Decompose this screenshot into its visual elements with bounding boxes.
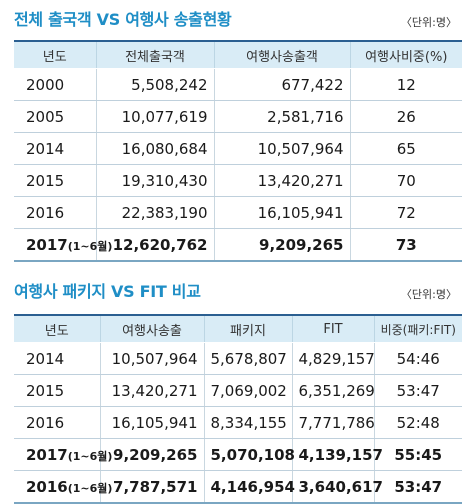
agency-cell: 7,787,571	[99, 470, 204, 504]
fit-cell: 6,351,269	[291, 374, 375, 407]
share-cell: 70	[349, 164, 462, 197]
year-cell: 2014	[14, 342, 100, 375]
ratio-cell: 52:48	[373, 406, 462, 439]
year-cell: 2016	[14, 196, 96, 229]
year-cell: 2017(1~6월)	[14, 228, 112, 262]
ratio-cell: 53:47	[373, 470, 462, 504]
table-row: 2000 5,508,242 677,422 12	[14, 68, 462, 101]
total-cell: 12,620,762	[95, 228, 214, 262]
table-row: 2014 16,080,684 10,507,964 65	[14, 132, 462, 165]
table-row: 2015 19,310,430 13,420,271 70	[14, 164, 462, 197]
year-value: 2015	[26, 171, 65, 190]
year-value: 2016	[26, 203, 65, 222]
package-fit-table: 년도 여행사송출 패키지 FIT 비중(패키:FIT) 2014 10,507,…	[14, 314, 462, 504]
agency-cell: 9,209,265	[213, 228, 350, 262]
share-cell: 65	[349, 132, 462, 165]
year-suffix: (1~6월)	[67, 481, 113, 495]
share-cell: 72	[349, 196, 462, 229]
year-value: 2005	[26, 107, 65, 126]
col-header-fit: FIT	[291, 314, 375, 343]
package-cell: 7,069,002	[203, 374, 292, 407]
agency-cell: 10,507,964	[99, 342, 204, 375]
share-cell: 12	[349, 68, 462, 101]
table-row: 2017(1~6월) 12,620,762 9,209,265 73	[14, 228, 462, 262]
table-row: 2005 10,077,619 2,581,716 26	[14, 100, 462, 133]
total-cell: 16,080,684	[95, 132, 214, 165]
total-cell: 10,077,619	[95, 100, 214, 133]
table1-unit: 〈단위:명〉	[400, 16, 457, 29]
year-cell: 2000	[14, 68, 96, 101]
ratio-cell: 55:45	[373, 438, 462, 471]
col-header-agency-share: 여행사비중(%)	[349, 40, 462, 69]
year-value: 2017	[26, 235, 68, 254]
agency-cell: 16,105,941	[99, 406, 204, 439]
col-header-year: 년도	[14, 40, 97, 69]
agency-cell: 677,422	[213, 68, 350, 101]
agency-cell: 2,581,716	[213, 100, 350, 133]
package-cell: 8,334,155	[203, 406, 292, 439]
total-cell: 5,508,242	[95, 68, 214, 101]
agency-cell: 13,420,271	[99, 374, 204, 407]
col-header-year: 년도	[14, 314, 101, 343]
col-header-agency-outbound: 여행사송출객	[213, 40, 351, 69]
table2-unit: 〈단위:명〉	[400, 288, 457, 301]
year-cell: 2014	[14, 132, 96, 165]
fit-cell: 7,771,786	[291, 406, 375, 439]
fit-cell: 3,640,617	[291, 470, 383, 504]
share-cell: 73	[349, 228, 462, 262]
year-cell: 2015	[14, 164, 96, 197]
year-value: 2016	[26, 477, 68, 496]
year-suffix: (1~6월)	[67, 239, 113, 253]
table-row: 2016(1~6월) 7,787,571 4,146,954 3,640,617…	[14, 470, 462, 504]
table-row: 2016 16,105,941 8,334,155 7,771,786 52:4…	[14, 406, 462, 439]
share-cell: 26	[349, 100, 462, 133]
agency-cell: 9,209,265	[99, 438, 204, 471]
fit-cell: 4,139,157	[291, 438, 383, 471]
table-row: 2016 22,383,190 16,105,941 72	[14, 196, 462, 229]
table1-header-row: 년도 전체출국객 여행사송출객 여행사비중(%)	[14, 40, 462, 69]
table-row: 2015 13,420,271 7,069,002 6,351,269 53:4…	[14, 374, 462, 407]
year-value: 2016	[26, 413, 65, 432]
fit-cell: 4,829,157	[291, 342, 375, 375]
ratio-cell: 53:47	[373, 374, 462, 407]
total-cell: 22,383,190	[95, 196, 214, 229]
total-cell: 19,310,430	[95, 164, 214, 197]
col-header-total-outbound: 전체출국객	[95, 40, 215, 69]
outbound-table: 년도 전체출국객 여행사송출객 여행사비중(%) 2000 5,508,242 …	[14, 40, 462, 262]
col-header-package: 패키지	[203, 314, 293, 343]
year-cell: 2015	[14, 374, 100, 407]
table2-title: 여행사 패키지 VS FIT 비교	[14, 282, 201, 301]
year-value: 2015	[26, 381, 65, 400]
year-value: 2014	[26, 349, 65, 368]
year-cell: 2016(1~6월)	[14, 470, 112, 504]
col-header-ratio: 비중(패키:FIT)	[373, 314, 462, 343]
year-cell: 2017(1~6월)	[14, 438, 112, 471]
year-value: 2017	[26, 445, 68, 464]
col-header-agency: 여행사송출	[99, 314, 205, 343]
table1-title: 전체 출국객 VS 여행사 송출현황	[14, 10, 232, 29]
package-cell: 5,678,807	[203, 342, 292, 375]
agency-cell: 13,420,271	[213, 164, 350, 197]
year-cell: 2016	[14, 406, 100, 439]
table2-header-row: 년도 여행사송출 패키지 FIT 비중(패키:FIT)	[14, 314, 462, 343]
package-cell: 4,146,954	[203, 470, 295, 504]
year-value: 2014	[26, 139, 65, 158]
table-row: 2014 10,507,964 5,678,807 4,829,157 54:4…	[14, 342, 462, 375]
ratio-cell: 54:46	[373, 342, 462, 375]
year-cell: 2005	[14, 100, 96, 133]
package-cell: 5,070,108	[203, 438, 295, 471]
agency-cell: 16,105,941	[213, 196, 350, 229]
table-row: 2017(1~6월) 9,209,265 5,070,108 4,139,157…	[14, 438, 462, 471]
agency-cell: 10,507,964	[213, 132, 350, 165]
year-value: 2000	[26, 75, 65, 94]
year-suffix: (1~6월)	[67, 449, 113, 463]
